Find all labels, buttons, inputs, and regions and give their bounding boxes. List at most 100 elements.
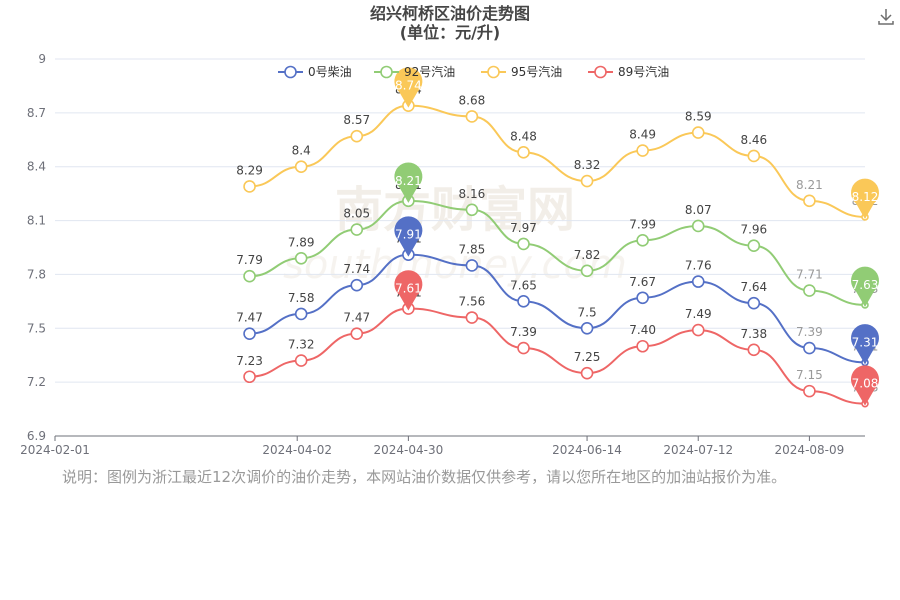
data-point: [243, 269, 256, 283]
data-point: [350, 129, 364, 143]
data-label: 7.96: [740, 223, 767, 237]
data-label: 8.49: [629, 128, 656, 142]
data-label: 7.5: [578, 305, 597, 319]
data-label: 7.40: [629, 323, 656, 337]
data-point: [580, 321, 594, 335]
y-tick-label: 7.8: [27, 267, 46, 281]
max-pin: 8.74: [394, 67, 423, 108]
data-label: 7.23: [236, 354, 263, 368]
pin-label: 7.63: [852, 278, 879, 292]
y-tick-label: 8.7: [27, 106, 46, 120]
watermark-text: 南方财富网: [335, 182, 575, 238]
data-point: [636, 144, 649, 157]
download-icon[interactable]: [876, 6, 896, 26]
data-label: 7.64: [740, 280, 767, 294]
pin-label: 7.61: [395, 282, 422, 296]
data-point: [747, 149, 761, 163]
x-tick-label: 2024-08-09: [775, 443, 845, 457]
legend[interactable]: 0号柴油 92号汽油 95号汽油 89号汽油: [278, 64, 669, 79]
max-pin: 8.21: [394, 162, 423, 203]
series-95号汽油: 8.29 8.4 8.57 8.74 8.68 8.48 8.32 8.49 8.59 8.46 8…: [236, 67, 879, 221]
data-label: 7.39: [510, 325, 537, 339]
max-pin: 7.08: [851, 365, 880, 406]
pin-label: 7.08: [852, 377, 879, 391]
legend-item-92号汽油[interactable]: 92号汽油: [374, 64, 455, 79]
data-label: 7.85: [459, 242, 486, 256]
data-label: 7.49: [685, 307, 712, 321]
pin-label: 7.31: [852, 335, 879, 349]
pin-shape: [394, 270, 423, 311]
legend-item-0号柴油[interactable]: 0号柴油: [278, 65, 352, 79]
x-tick-label: 2024-02-01: [20, 443, 90, 457]
data-label: 7.39: [796, 325, 823, 339]
data-point: [243, 327, 256, 340]
y-tick-label: 7.2: [27, 375, 46, 389]
data-point: [465, 110, 479, 123]
legend-item-95号汽油[interactable]: 95号汽油: [481, 64, 562, 79]
data-point: [350, 327, 364, 340]
data-point: [243, 370, 256, 384]
data-label: 7.58: [288, 291, 315, 305]
chart-subtitle: (单位：元/升): [400, 23, 500, 42]
max-pin: 7.61: [394, 270, 423, 311]
max-pin: 8.12: [851, 178, 879, 219]
data-point: [350, 278, 364, 292]
max-pin: 7.91: [394, 216, 423, 257]
x-tick-label: 2024-06-14: [552, 443, 622, 457]
series-92号汽油: 7.79 7.89 8.05 8.21 8.16 7.97 7.82 7.99 8.07 7.96…: [236, 162, 880, 309]
data-label: 7.71: [796, 268, 823, 282]
series-line: [249, 307, 866, 405]
pin-label: 8.74: [395, 79, 422, 93]
data-label: 8.16: [459, 187, 486, 201]
series-89号汽油: 7.23 7.32 7.47 7.61 7.56 7.39 7.25 7.40 7.49 7.38…: [236, 270, 880, 408]
grid: [55, 58, 865, 383]
data-point: [803, 384, 816, 398]
data-label: 7.38: [740, 327, 767, 341]
axes: 6.9 7.2 7.5 7.8 8.1 8.4 8.7 9 2024-02-01 2024-04-…: [20, 52, 865, 457]
x-tick-label: 2024-04-30: [374, 443, 444, 457]
series-layer: 7.477.587.747.917.857.657.57.677.767.647…: [236, 67, 880, 408]
pin-shape: [851, 266, 880, 307]
pin-shape: [851, 178, 879, 219]
data-label: 8.32: [574, 158, 601, 172]
data-label: 8.05: [343, 207, 370, 221]
data-point: [294, 160, 308, 174]
data-point: [803, 284, 816, 297]
data-label: 7.65: [510, 278, 537, 292]
data-label: 8.46: [740, 133, 767, 147]
data-point: [580, 174, 594, 188]
pin-shape: [851, 365, 880, 406]
data-point: [691, 126, 705, 139]
max-pin: 7.63: [851, 266, 880, 307]
data-point: [691, 323, 705, 337]
x-tick-label: 2024-07-12: [663, 443, 733, 457]
x-tick-label: 2024-04-02: [262, 443, 332, 457]
data-point: [465, 203, 479, 217]
pin-shape: [394, 67, 423, 108]
data-point: [517, 237, 530, 251]
data-point: [747, 296, 761, 310]
data-point: [294, 354, 308, 367]
data-label: 7.67: [629, 275, 656, 289]
y-tick-label: 7.5: [27, 321, 46, 335]
legend-marker: [487, 65, 500, 79]
y-tick-label: 6.9: [27, 429, 46, 443]
data-point: [636, 339, 649, 353]
data-label: 7.82: [574, 248, 601, 262]
legend-label: 95号汽油: [511, 64, 562, 79]
data-point: [517, 146, 530, 159]
data-label: 8.59: [685, 110, 712, 124]
data-label: 7.89: [288, 235, 315, 249]
pin-shape: [394, 162, 423, 203]
data-label: 7.47: [343, 311, 370, 325]
data-point: [350, 223, 364, 236]
data-label: 7.76: [685, 259, 712, 273]
y-tick-label: 8.1: [27, 214, 46, 228]
legend-item-89号汽油[interactable]: 89号汽油: [588, 64, 669, 79]
max-pin: 7.31: [851, 324, 880, 365]
series-line: [249, 199, 866, 306]
data-point: [636, 234, 649, 247]
data-label: 7.15: [796, 368, 823, 382]
legend-label: 89号汽油: [618, 64, 669, 79]
